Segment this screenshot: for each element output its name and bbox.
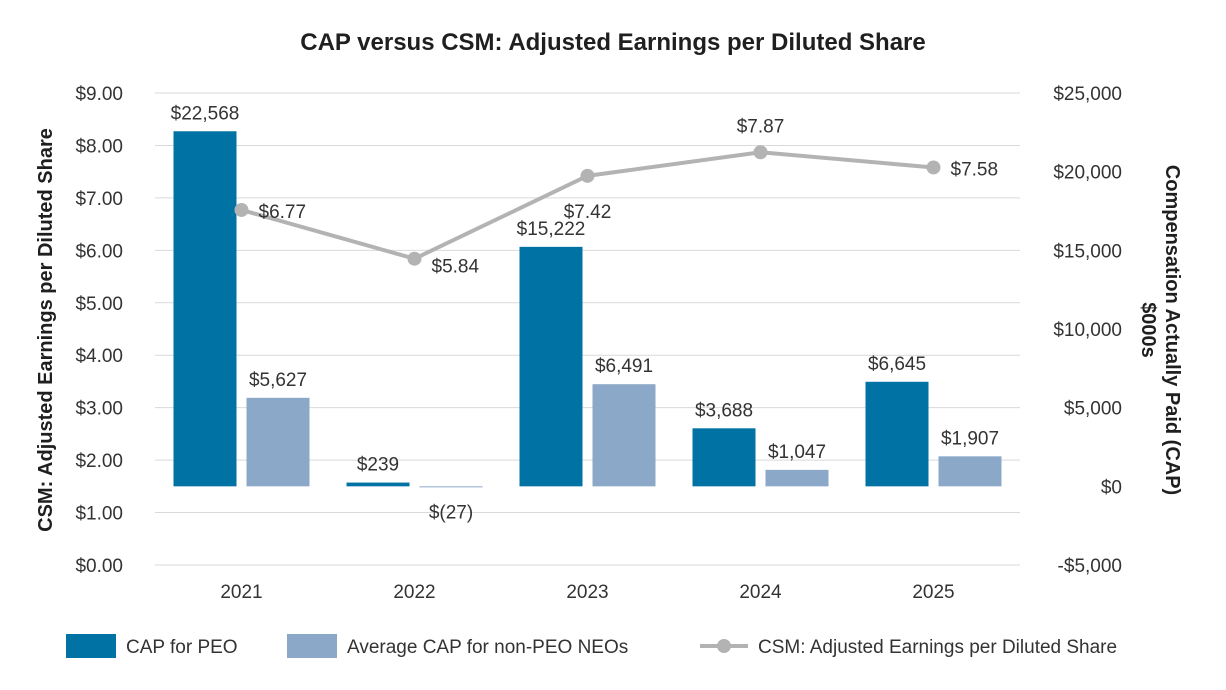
bar-data-label: $5,627 xyxy=(249,370,307,391)
right-tick-label: $5,000 xyxy=(1064,399,1122,420)
left-tick-label: $4.00 xyxy=(75,346,123,367)
line-data-label: $6.77 xyxy=(259,202,307,223)
legend-marker-csm xyxy=(717,639,731,653)
bar-cap-peo-2023 xyxy=(519,246,583,487)
x-tick-label: 2022 xyxy=(393,582,435,603)
bar-series: $22,568 $239 $15,222 $3,688 $6,645 $5,627 $(27… xyxy=(171,103,1002,523)
right-tick-label: $25,000 xyxy=(1053,84,1122,105)
csm-point-2022 xyxy=(407,251,422,266)
right-tick-label: -$5,000 xyxy=(1058,556,1122,577)
legend-label-cap-non-peo: Average CAP for non-PEO NEOs xyxy=(347,637,628,658)
right-axis-title-line1: Compensation Actually Paid (CAP) xyxy=(1161,165,1183,495)
x-tick-label: 2025 xyxy=(912,582,954,603)
right-axis-ticks: -$5,000 $0 $5,000 $10,000 $15,000 $20,000 $25,… xyxy=(1053,84,1122,577)
right-tick-label: $10,000 xyxy=(1053,320,1122,341)
left-tick-label: $0.00 xyxy=(75,556,123,577)
right-tick-label: $15,000 xyxy=(1053,241,1122,262)
bar-cap-peo-2025 xyxy=(865,381,929,487)
left-tick-label: $5.00 xyxy=(75,294,123,315)
left-axis-title: CSM: Adjusted Earnings per Diluted Share xyxy=(35,128,57,532)
chart-title: CAP versus CSM: Adjusted Earnings per Di… xyxy=(300,29,925,56)
right-axis-title-line2: $000s xyxy=(1137,302,1159,358)
bar-cap-peo-2024 xyxy=(692,428,756,487)
bar-cap-non-peo-2022 xyxy=(419,486,483,488)
bar-data-label: $6,491 xyxy=(595,356,653,377)
line-data-label: $7.42 xyxy=(564,202,612,223)
left-tick-label: $1.00 xyxy=(75,504,123,525)
bar-data-label: $1,907 xyxy=(941,428,999,449)
csm-point-2025 xyxy=(926,160,941,175)
left-tick-label: $3.00 xyxy=(75,399,123,420)
bar-cap-non-peo-2021 xyxy=(246,397,310,487)
bar-cap-non-peo-2025 xyxy=(938,456,1002,487)
bar-data-label: $6,645 xyxy=(868,354,926,375)
left-tick-label: $2.00 xyxy=(75,451,123,472)
x-axis-ticks: 2021 2022 2023 2024 2025 xyxy=(220,582,954,603)
line-data-label: $5.84 xyxy=(432,257,480,278)
x-tick-label: 2023 xyxy=(566,582,608,603)
csm-point-2024 xyxy=(753,145,768,160)
left-tick-label: $6.00 xyxy=(75,241,123,262)
bar-data-label: $3,688 xyxy=(695,400,753,421)
csm-point-2023 xyxy=(580,168,595,183)
legend-label-csm: CSM: Adjusted Earnings per Diluted Share xyxy=(758,637,1117,658)
left-tick-label: $8.00 xyxy=(75,136,123,157)
right-tick-label: $0 xyxy=(1101,477,1122,498)
bar-cap-peo-2022 xyxy=(346,482,410,487)
left-tick-label: $9.00 xyxy=(75,84,123,105)
left-tick-label: $7.00 xyxy=(75,189,123,210)
bar-data-label: $15,222 xyxy=(517,219,586,240)
legend-label-cap-peo: CAP for PEO xyxy=(126,637,238,658)
bar-cap-peo-2021 xyxy=(173,131,237,487)
bar-cap-non-peo-2023 xyxy=(592,384,656,487)
csm-point-2021 xyxy=(234,202,249,217)
x-tick-label: 2024 xyxy=(739,582,782,603)
legend-swatch-cap-non-peo xyxy=(287,634,337,658)
bar-data-label: $1,047 xyxy=(768,442,826,463)
line-series: $6.77 $5.84 $7.42 $7.87 $7.58 xyxy=(234,116,999,278)
bar-cap-non-peo-2024 xyxy=(765,469,829,487)
bar-data-label: $(27) xyxy=(429,502,473,523)
left-axis-ticks: $0.00 $1.00 $2.00 $3.00 $4.00 $5.00 $6.00 $7.00… xyxy=(75,84,123,577)
line-data-label: $7.58 xyxy=(951,159,999,180)
bar-data-label: $239 xyxy=(357,455,399,476)
right-tick-label: $20,000 xyxy=(1053,163,1122,184)
legend: CAP for PEO Average CAP for non-PEO NEOs C… xyxy=(66,634,1117,658)
x-tick-label: 2021 xyxy=(220,582,262,603)
legend-swatch-cap-peo xyxy=(66,634,116,658)
line-data-label: $7.87 xyxy=(737,116,785,137)
bar-data-label: $22,568 xyxy=(171,103,240,124)
